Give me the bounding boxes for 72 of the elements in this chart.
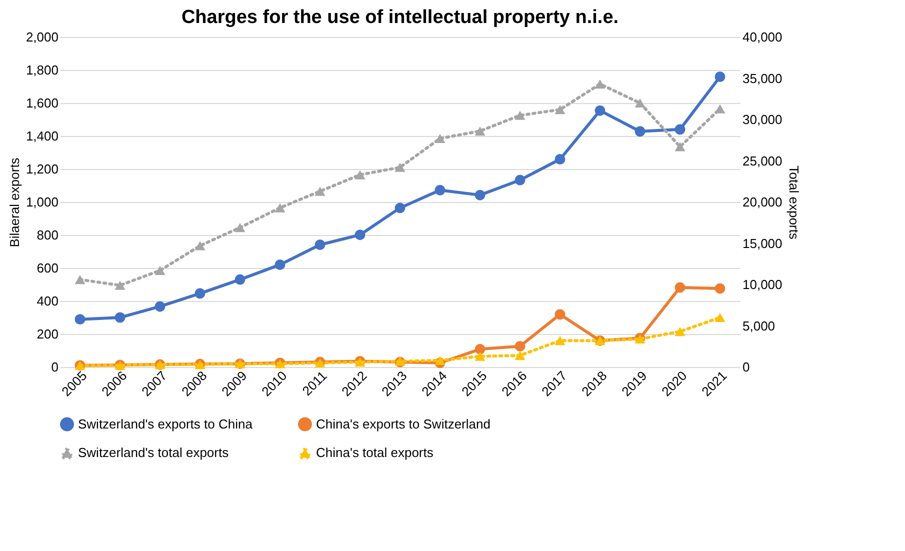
point <box>194 241 206 250</box>
point <box>474 352 486 361</box>
point <box>714 72 726 82</box>
y-tick-label: 1,400 <box>26 128 58 144</box>
point <box>554 105 566 114</box>
y-tick-label: 400 <box>36 294 58 308</box>
point <box>434 184 446 196</box>
point <box>74 314 86 325</box>
point <box>274 203 286 212</box>
y2-tick-label: 15,000 <box>742 236 782 251</box>
point <box>434 356 446 365</box>
point <box>634 98 646 108</box>
y-tick-label: 1,800 <box>26 62 58 78</box>
point <box>114 312 126 323</box>
point <box>314 240 326 250</box>
y2-tick-label: 30,000 <box>742 112 782 127</box>
y2-tick-label: 40,000 <box>742 30 782 44</box>
y2-tick-label: 10,000 <box>742 277 782 292</box>
y2-tick-label: 20,000 <box>742 194 782 210</box>
point <box>594 105 606 116</box>
y2-tick-label: 25,000 <box>742 153 782 168</box>
y-tick-label: 1,600 <box>26 96 58 110</box>
point <box>434 134 446 144</box>
y-tick-label: 200 <box>36 326 58 342</box>
point <box>514 174 526 186</box>
point <box>194 288 206 299</box>
legend-label: China's exports to Switzerland <box>316 416 490 432</box>
point <box>674 142 686 152</box>
point <box>594 79 606 89</box>
y-tick-label: 2,000 <box>26 30 58 44</box>
y-axis-title: Bilaeral exports <box>6 157 22 248</box>
point <box>474 344 486 354</box>
legend-label: Switzerland's total exports <box>78 445 230 460</box>
point <box>554 309 566 320</box>
point <box>394 202 406 214</box>
point <box>514 340 526 352</box>
y2-tick-label: 0 <box>742 360 750 374</box>
point <box>554 336 566 346</box>
point <box>74 275 86 284</box>
point <box>714 104 726 114</box>
point <box>674 326 686 336</box>
y2-axis-title: Total exports <box>786 166 802 240</box>
point <box>234 274 246 285</box>
point <box>474 126 486 136</box>
point <box>714 312 726 322</box>
legend-label: Switzerland's exports to China <box>78 416 254 432</box>
point <box>514 350 526 360</box>
point <box>154 266 166 276</box>
point <box>394 162 406 172</box>
point <box>674 282 686 293</box>
chart-title: Charges for the use of intellectual property n.i.e. <box>181 7 619 28</box>
point <box>354 170 366 180</box>
point <box>314 186 326 196</box>
y-tick-label: 1,000 <box>26 194 58 210</box>
point <box>554 154 566 164</box>
point <box>114 280 126 290</box>
point <box>274 259 286 270</box>
point <box>234 223 246 232</box>
point <box>154 301 166 312</box>
legend-label: China's total exports <box>316 445 434 460</box>
point <box>474 190 486 200</box>
point <box>714 283 726 294</box>
y-tick-label: 800 <box>36 228 58 242</box>
point <box>514 110 526 120</box>
y2-tick-label: 35,000 <box>742 70 782 86</box>
point <box>354 230 366 240</box>
point <box>634 126 646 137</box>
point <box>674 124 686 135</box>
y-tick-label: 600 <box>36 260 58 276</box>
y2-tick-label: 5,000 <box>742 318 776 334</box>
y-tick-label: 1,200 <box>26 162 58 176</box>
y-tick-label: 0 <box>51 360 58 374</box>
